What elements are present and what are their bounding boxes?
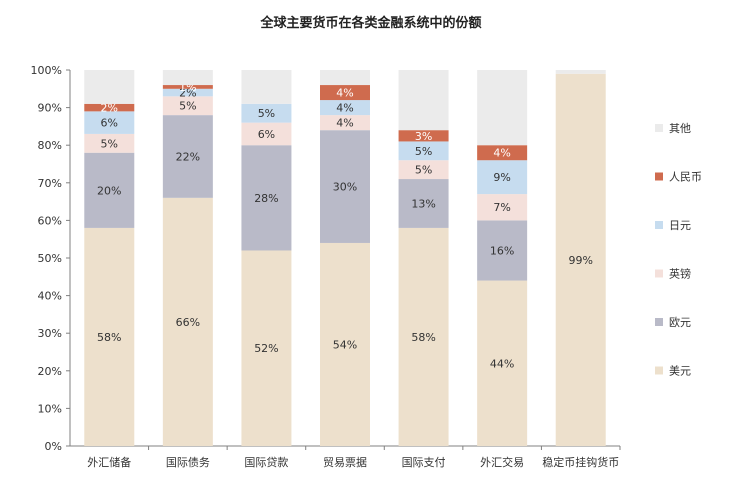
legend-swatch (655, 366, 663, 375)
chart-title: 全球主要货币在各类金融系统中的份额 (260, 16, 482, 31)
y-tick-label: 40% (38, 290, 62, 303)
bar-value-label: 54% (333, 338, 357, 351)
bar-segment (162, 96, 213, 116)
bar-segment (84, 103, 135, 112)
bar-segment (320, 70, 370, 86)
bar-value-label: 5% (179, 100, 196, 113)
bar-segment (241, 70, 292, 104)
y-tick-label: 20% (38, 365, 62, 378)
bar-segment (241, 103, 292, 123)
y-tick-label: 80% (38, 139, 62, 152)
x-category-label: 贸易票据 (323, 455, 367, 469)
bar-segment (241, 250, 292, 446)
bar-segment (477, 70, 528, 146)
bar-value-label: 5% (415, 145, 432, 158)
legend-label: 日元 (669, 219, 691, 232)
y-tick-label: 70% (38, 177, 62, 190)
bar-segment (477, 160, 528, 195)
bar-segment (320, 115, 370, 131)
y-tick-label: 30% (38, 327, 62, 340)
bar-segment (84, 152, 135, 228)
legend-label: 人民币 (669, 171, 702, 184)
legend-swatch (655, 124, 663, 132)
y-tick-label: 60% (38, 214, 62, 227)
x-category-label: 国际债务 (166, 455, 210, 469)
bar-value-label: 4% (493, 147, 510, 160)
bar-segment (477, 194, 528, 221)
bar-value-label: 28% (254, 192, 278, 205)
x-category-label: 外汇交易 (480, 455, 524, 469)
bar-segment (555, 73, 606, 446)
bar-value-label: 2% (101, 102, 118, 115)
bar-value-label: 3% (415, 130, 432, 143)
bar-value-label: 30% (333, 181, 357, 194)
bar-segment (477, 145, 528, 161)
bar-segment (241, 122, 292, 146)
bar-value-label: 4% (336, 117, 353, 130)
legend-label: 欧元 (669, 316, 691, 329)
bar-segment (162, 85, 213, 89)
bar-segment (477, 280, 528, 446)
x-category-label: 国际贷款 (244, 455, 288, 469)
bar-segment (241, 145, 292, 251)
legend-label: 美元 (669, 365, 691, 378)
y-tick-label: 10% (38, 402, 62, 415)
bar-value-label: 13% (411, 197, 435, 210)
legend-label: 其他 (669, 122, 691, 135)
bar-value-label: 16% (490, 244, 514, 257)
bar-value-label: 9% (493, 171, 510, 184)
legend-swatch (655, 221, 663, 229)
x-category-label: 国际支付 (402, 456, 446, 469)
bar-value-label: 58% (411, 331, 435, 344)
bar-value-label: 22% (176, 150, 200, 163)
x-category-label: 外汇储备 (87, 455, 131, 469)
bar-segment (555, 70, 606, 74)
bar-value-label: 52% (254, 342, 278, 355)
bar-value-label: 66% (176, 316, 200, 329)
bar-value-label: 20% (97, 184, 121, 197)
bar-segment (162, 88, 213, 97)
bar-segment (320, 242, 370, 446)
bar-value-label: 99% (568, 254, 592, 267)
bar-segment (320, 85, 370, 101)
legend-label: 英镑 (669, 267, 691, 281)
bar-value-label: 4% (336, 102, 353, 115)
bar-segment (477, 220, 528, 281)
bar-segment (398, 227, 449, 446)
bar-value-label: 2% (179, 87, 196, 100)
bar-segment (84, 70, 135, 104)
bar-segment (398, 130, 449, 142)
bar-value-label: 6% (258, 128, 275, 141)
x-category-label: 稳定币挂钩货币 (542, 455, 619, 469)
bar-segment (398, 179, 449, 228)
bar-value-label: 6% (101, 117, 118, 130)
bar-segment (84, 111, 135, 134)
bar-segment (320, 130, 370, 243)
bar-segment (84, 227, 135, 446)
bar-value-label: 4% (336, 87, 353, 100)
y-tick-label: 0% (45, 440, 62, 453)
y-tick-label: 90% (38, 102, 62, 115)
bar-value-label: 5% (101, 137, 118, 150)
bar-segment (162, 115, 213, 198)
bar-value-label: 5% (258, 107, 275, 120)
bar-segment (398, 160, 449, 180)
bar-value-label: 5% (415, 164, 432, 177)
legend-swatch (655, 318, 663, 326)
bar-segment (398, 70, 449, 131)
legend-swatch (655, 172, 663, 181)
bar-value-label: 44% (490, 357, 514, 370)
bar-segment (162, 197, 213, 446)
bar-value-label: 58% (97, 331, 121, 344)
bar-segment (162, 70, 213, 86)
y-tick-label: 50% (38, 252, 62, 265)
legend-swatch (655, 269, 663, 278)
y-tick-label: 100% (31, 64, 62, 77)
bar-value-label: 7% (493, 201, 510, 214)
bar-segment (84, 133, 135, 153)
bar-segment (398, 141, 449, 161)
bar-segment (320, 100, 370, 116)
